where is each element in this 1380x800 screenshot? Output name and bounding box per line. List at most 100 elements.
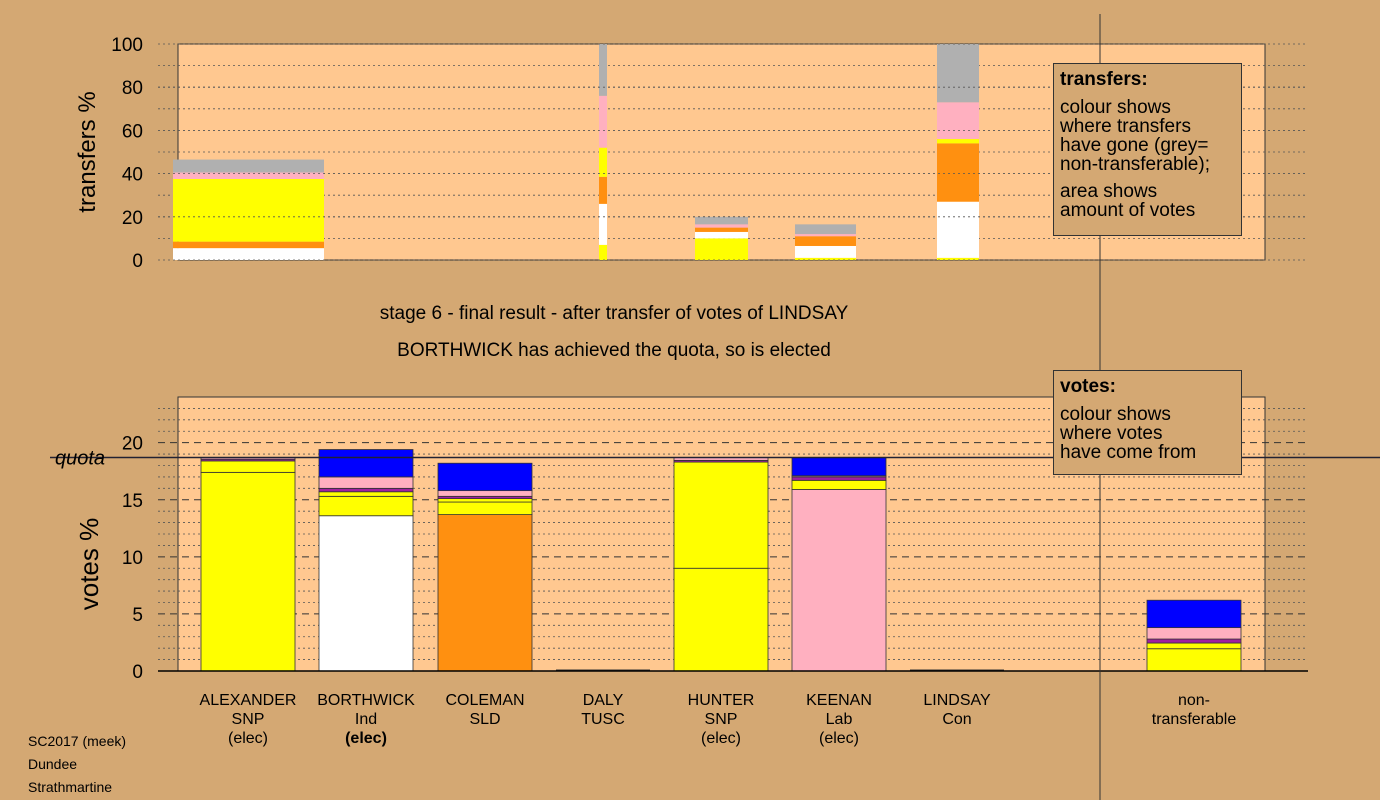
transfer-segment-daly [599, 203, 607, 245]
transfer-segment-alexander [173, 241, 324, 249]
transfer-segment-alexander [173, 172, 324, 179]
vote-segment-borthwick [318, 449, 414, 478]
transfer-segment-hunter [695, 227, 748, 232]
transfer-segment-daly [599, 176, 607, 204]
vote-segment-coleman [437, 514, 533, 672]
transfers-y-axis-label: transfers % [74, 91, 101, 212]
transfers-y-tick-label: 80 [122, 78, 143, 99]
transfers-legend-line: area shows [1060, 181, 1158, 202]
vote-segment-non-transferable [1146, 627, 1242, 640]
transfer-segment-lindsay [937, 44, 979, 103]
vote-segment-non-transferable [1146, 638, 1242, 644]
votes-y-tick-label: 0 [132, 662, 143, 683]
vote-segment-borthwick [318, 495, 414, 517]
transfers-y-tick-label: 0 [132, 251, 143, 272]
transfer-segment-daly [599, 95, 607, 148]
votes-chart: quota 0 5 10 15 20 votes % ALEXANDER SNP (elec) BO… [50, 396, 1380, 747]
transfers-y-tick-label: 60 [122, 121, 143, 142]
transfer-segment-lindsay [937, 102, 979, 140]
votes-y-tick-label: 20 [122, 434, 143, 455]
candidate-name-label: HUNTER [688, 692, 755, 709]
votes-legend: votes: colour shows where votes have com… [1053, 370, 1242, 475]
transfer-segment-keenan [795, 224, 856, 235]
candidate-name-label: KEENAN [806, 692, 872, 709]
candidate-status-label: (elec) [819, 730, 859, 747]
vote-segment-keenan [791, 476, 887, 481]
transfer-segment-lindsay [937, 201, 979, 258]
transfer-segment-lindsay [937, 257, 979, 260]
votes-legend-line: where votes [1060, 423, 1163, 444]
transfer-segment-alexander [173, 248, 324, 260]
candidate-party-label: SNP [705, 711, 738, 728]
transfers-y-tick-label: 20 [122, 208, 143, 229]
transfers-y-tick-label: 40 [122, 165, 143, 186]
footer-council: Dundee [28, 756, 78, 772]
votes-y-axis-label: votes % [74, 518, 104, 611]
votes-y-tick-label: 10 [122, 548, 143, 569]
vote-segment-alexander [200, 471, 296, 672]
transfer-segment-lindsay [937, 139, 979, 144]
candidate-party-label: Con [942, 711, 971, 728]
candidate-status-label: (elec) [228, 730, 268, 747]
stage-result: BORTHWICK has achieved the quota, so is … [397, 340, 831, 361]
vote-segment-keenan [791, 489, 887, 672]
transfers-legend-line: where transfers [1060, 116, 1191, 137]
vote-segment-keenan [791, 457, 887, 477]
candidate-party-label: Lab [826, 711, 853, 728]
votes-legend-title: votes: [1060, 376, 1116, 397]
transfers-legend: transfers: colour shows where transfers … [1053, 63, 1242, 236]
transfer-segment-hunter [695, 216, 748, 225]
vote-segment-borthwick [318, 491, 414, 497]
votes-legend-line: have come from [1060, 442, 1197, 463]
transfer-segment-hunter [695, 238, 748, 260]
vote-segment-non-transferable [1146, 599, 1242, 629]
candidate-status-label: (elec) [701, 730, 741, 747]
transfers-legend-line: colour shows [1060, 97, 1171, 118]
stage-description: stage 6 - final result - after transfer … [379, 303, 849, 324]
candidate-name-label: BORTHWICK [317, 692, 415, 709]
vote-segment-coleman [437, 501, 533, 515]
vote-segment-alexander [200, 460, 296, 473]
vote-segment-borthwick [318, 487, 414, 493]
transfer-segment-alexander [173, 179, 324, 242]
transfer-segment-keenan [795, 234, 856, 237]
transfer-segment-hunter [695, 224, 748, 228]
vote-segment-keenan [791, 479, 887, 490]
vote-segment-borthwick [318, 476, 414, 489]
quota-label: quota [55, 448, 105, 470]
footer-election: SC2017 (meek) [28, 733, 127, 749]
transfer-segment-daly [599, 147, 607, 177]
transfer-segment-hunter [695, 231, 748, 239]
votes-legend-line: colour shows [1060, 404, 1171, 425]
vote-segment-coleman [437, 490, 533, 497]
vote-segment-coleman [437, 462, 533, 492]
candidate-status-label: (elec) [345, 730, 387, 747]
transfer-segment-daly [599, 44, 607, 96]
candidate-name-label: DALY [583, 692, 624, 709]
vote-segment-hunter [673, 567, 769, 672]
vote-segment-non-transferable [1146, 642, 1242, 650]
votes-y-tick-label: 15 [122, 491, 143, 512]
candidate-party-label: SNP [232, 711, 265, 728]
candidate-party-label: TUSC [581, 711, 625, 728]
vote-segment-coleman [437, 498, 533, 503]
transfers-legend-line: have gone (grey= [1060, 135, 1209, 156]
candidate-party-label: SLD [469, 711, 500, 728]
votes-y-tick-label: 5 [132, 605, 143, 626]
candidate-party-label: Ind [355, 711, 377, 728]
transfer-segment-keenan [795, 257, 856, 260]
candidate-name-label: ALEXANDER [200, 692, 297, 709]
transfer-segment-daly [599, 244, 607, 260]
vote-segment-hunter [673, 461, 769, 569]
vote-segment-non-transferable [1146, 648, 1242, 672]
candidate-name-label: LINDSAY [923, 692, 991, 709]
footer-ward: Strathmartine [28, 779, 113, 795]
transfers-legend-line: non-transferable); [1060, 154, 1210, 175]
vote-segment-borthwick [318, 515, 414, 672]
transfer-segment-alexander [173, 159, 324, 173]
transfer-segment-lindsay [937, 143, 979, 202]
transfers-legend-title: transfers: [1060, 69, 1148, 90]
transfer-segment-keenan [795, 236, 856, 246]
transfer-segment-keenan [795, 245, 856, 258]
nontransferable-label: transferable [1152, 711, 1237, 728]
